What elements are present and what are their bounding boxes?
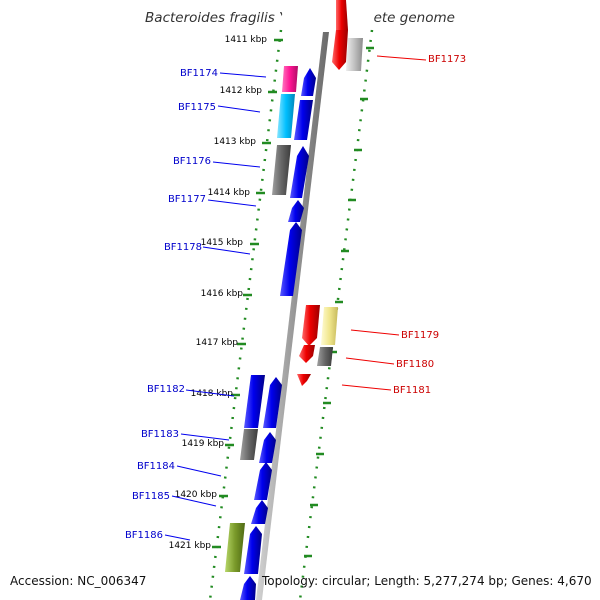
gene-label-bf1186[interactable]: BF1186 <box>125 530 163 541</box>
gene-arrow-bf1182[interactable] <box>244 375 265 428</box>
scale-label: 1418 kbp <box>191 389 234 399</box>
gene-label-bf1173[interactable]: BF1173 <box>428 54 466 65</box>
scale-label: 1416 kbp <box>201 289 244 299</box>
gene-arrow-bf1179[interactable] <box>302 305 320 346</box>
cog-box-bf1173 <box>346 38 363 71</box>
scale-label: 1412 kbp <box>220 86 263 96</box>
gene-label-bf1175[interactable]: BF1175 <box>178 102 216 113</box>
gene-label-bf1176[interactable]: BF1176 <box>173 156 211 167</box>
cog-box-bf1179 <box>321 307 338 345</box>
scale-ticks <box>212 38 374 558</box>
cog-box-bf1175 <box>277 94 295 138</box>
genome-info-text: Topology: circular; Length: 5,277,274 bp… <box>262 574 592 588</box>
gene-arrow-bf1178[interactable] <box>280 222 302 296</box>
gene-arrow-prev[interactable] <box>336 0 348 30</box>
gene-arrow-bf1184[interactable] <box>254 462 272 500</box>
gene-arrow-bf1180[interactable] <box>299 345 315 363</box>
gene-label-bf1182[interactable]: BF1182 <box>147 384 185 395</box>
gene-arrow-bf1176[interactable] <box>290 146 309 198</box>
gene-arrow-bf1177[interactable] <box>288 200 304 222</box>
scale-label: 1414 kbp <box>208 188 251 198</box>
gene-label-bf1181[interactable]: BF1181 <box>393 385 431 396</box>
scale-label: 1413 kbp <box>214 137 257 147</box>
gene-arrow-bf1182b[interactable] <box>263 377 282 428</box>
gene-label-bf1183[interactable]: BF1183 <box>141 429 179 440</box>
cog-box-bf1186 <box>225 523 245 572</box>
scale-label: 1417 kbp <box>196 338 239 348</box>
gene-arrow-bf1173[interactable] <box>332 30 348 70</box>
gene-label-bf1179[interactable]: BF1179 <box>401 330 439 341</box>
gene-label-bf1174[interactable]: BF1174 <box>180 68 218 79</box>
scale-label: 1421 kbp <box>169 541 212 551</box>
scale-label: 1411 kbp <box>225 35 268 45</box>
gene-label-bf1184[interactable]: BF1184 <box>137 461 175 472</box>
gene-label-bf1177[interactable]: BF1177 <box>168 194 206 205</box>
gene-label-bf1185[interactable]: BF1185 <box>132 491 170 502</box>
gene-arrow-bf1186[interactable] <box>244 526 262 574</box>
gene-label-bf1180[interactable]: BF1180 <box>396 359 434 370</box>
gene-arrow-next[interactable] <box>240 576 256 600</box>
gene-arrow-bf1181[interactable] <box>297 374 311 386</box>
gene-arrow-bf1175[interactable] <box>294 100 313 140</box>
scale-label: 1420 kbp <box>175 490 218 500</box>
accession-text: Accession: NC_006347 <box>10 574 147 588</box>
gene-arrow-bf1185[interactable] <box>251 500 268 524</box>
gene-arrow-bf1183[interactable] <box>259 432 276 463</box>
genome-backbone <box>256 32 329 600</box>
gene-arrow-bf1174[interactable] <box>301 68 316 96</box>
cog-box-bf1174 <box>282 66 298 92</box>
cog-box-bf1180 <box>317 347 333 366</box>
cog-box-bf1183 <box>240 429 258 460</box>
gene-label-bf1178[interactable]: BF1178 <box>164 242 202 253</box>
scale-label: 1415 kbp <box>201 238 244 248</box>
cog-box-bf1176 <box>272 145 291 195</box>
scale-label: 1419 kbp <box>182 439 225 449</box>
